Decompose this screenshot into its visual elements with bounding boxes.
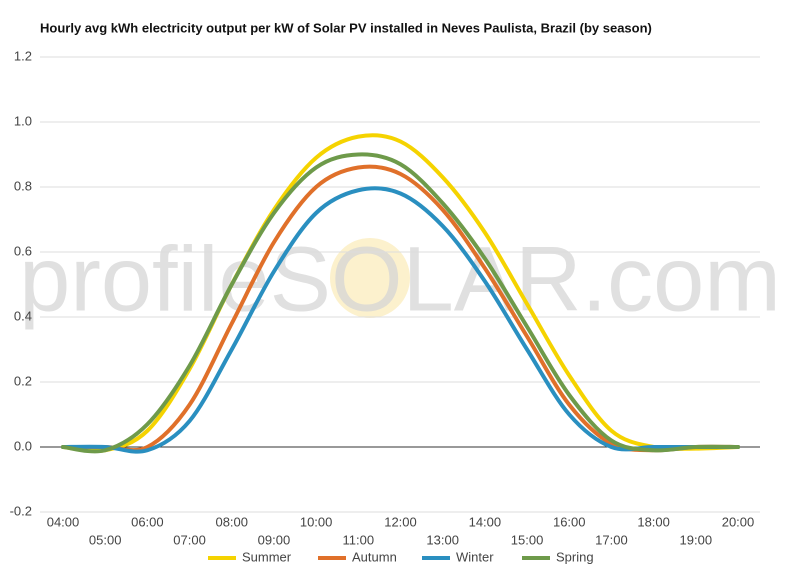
series-line [61,133,740,453]
x-tick-label: 13:00 [426,532,459,547]
x-tick-label: 16:00 [553,514,586,529]
x-tick-label: 19:00 [680,532,713,547]
x-tick-label: 12:00 [384,514,417,529]
x-tick-label: 14:00 [469,514,502,529]
y-tick-label: -0.2 [10,503,32,518]
x-tick-label: 06:00 [131,514,164,529]
y-tick-label: 0.0 [14,438,32,453]
x-tick-label: 08:00 [215,514,248,529]
legend-label: Spring [556,549,594,564]
x-tick-label: 09:00 [258,532,291,547]
series-line [61,152,740,454]
x-tick-label: 18:00 [637,514,670,529]
legend-label: Summer [242,549,292,564]
x-tick-label: 07:00 [173,532,206,547]
x-tick-label: 04:00 [47,514,80,529]
x-tick-label: 11:00 [343,532,375,547]
x-tick-label: 05:00 [89,532,122,547]
legend-label: Autumn [352,549,397,564]
x-tick-label: 10:00 [300,514,333,529]
legend-label: Winter [456,549,494,564]
y-tick-label: 1.0 [14,113,32,128]
watermark: profileSOLAR.com [19,228,781,330]
y-tick-label: 1.2 [14,48,32,63]
watermark-sun [330,238,410,318]
y-tick-label: 0.2 [14,373,32,388]
x-tick-label: 17:00 [595,532,628,547]
y-tick-label: 0.8 [14,178,32,193]
x-tick-label: 20:00 [722,514,755,529]
series-line [61,186,740,454]
chart-title: Hourly avg kWh electricity output per kW… [40,20,652,35]
y-tick-label: 0.4 [14,308,32,323]
y-tick-label: 0.6 [14,243,32,258]
x-tick-label: 15:00 [511,532,544,547]
series-line [61,164,740,453]
